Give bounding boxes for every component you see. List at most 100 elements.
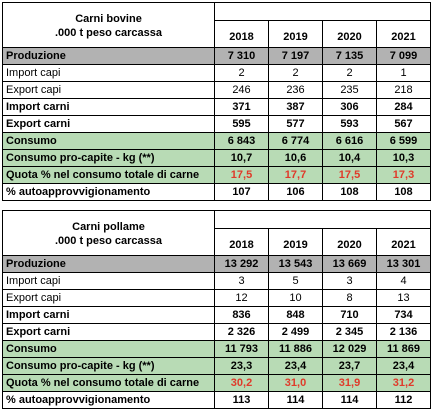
table-title: Carni bovine: [75, 13, 142, 25]
row-value: 17,5: [322, 166, 377, 184]
row-value: 13 669: [322, 255, 377, 273]
year-header: 2018: [214, 20, 269, 48]
row-label: % autoapprovvigionamento: [2, 391, 215, 409]
row-value: 595: [214, 115, 269, 133]
row-value: 5: [268, 272, 323, 290]
row-value: 3: [214, 272, 269, 290]
row-value: 6 599: [376, 132, 431, 150]
table-row-export-capi: Export capi 12 10 8 13: [2, 289, 431, 307]
row-label: Export carni: [2, 115, 215, 133]
row-value: 11 793: [214, 340, 269, 358]
row-value: 10,3: [376, 149, 431, 167]
year-header: 2018: [214, 228, 269, 256]
year-header: 2019: [268, 228, 323, 256]
row-value: 11 869: [376, 340, 431, 358]
row-value: 113: [214, 391, 269, 409]
table-subtitle: .000 t peso carcassa: [54, 27, 163, 39]
row-value: 3: [322, 272, 377, 290]
table-row-consumo-pro-capite: Consumo pro-capite - kg (**) 10,7 10,6 1…: [2, 149, 431, 167]
row-value: 4: [376, 272, 431, 290]
row-label: Export capi: [2, 289, 215, 307]
row-value: 848: [268, 306, 323, 324]
row-value: 10: [268, 289, 323, 307]
row-value: 7 310: [214, 47, 269, 65]
row-label: Export capi: [2, 81, 215, 99]
year-header: 2021: [376, 20, 431, 48]
row-label: Import carni: [2, 98, 215, 116]
year-header: 2021: [376, 228, 431, 256]
row-label: % autoapprovvigionamento: [2, 183, 215, 201]
row-value: 31,9: [322, 374, 377, 392]
row-value: 114: [268, 391, 323, 409]
row-value: 13: [376, 289, 431, 307]
row-value: 108: [376, 183, 431, 201]
table-header-title: Carni bovine .000 t peso carcassa: [2, 2, 215, 48]
header-blank-cell: [214, 210, 431, 229]
row-value: 13 301: [376, 255, 431, 273]
header-blank-cell: [214, 2, 431, 21]
row-value: 593: [322, 115, 377, 133]
row-value: 13 292: [214, 255, 269, 273]
row-value: 387: [268, 98, 323, 116]
row-label: Consumo pro-capite - kg (**): [2, 149, 215, 167]
table-header-title: Carni pollame .000 t peso carcassa: [2, 210, 215, 256]
row-value: 235: [322, 81, 377, 99]
row-value: 114: [322, 391, 377, 409]
row-label: Produzione: [2, 47, 215, 65]
row-value: 7 197: [268, 47, 323, 65]
row-value: 836: [214, 306, 269, 324]
year-header: 2020: [322, 228, 377, 256]
row-value: 13 543: [268, 255, 323, 273]
table-carni-pollame: Carni pollame .000 t peso carcassa 2018 …: [2, 210, 431, 409]
row-value: 17,7: [268, 166, 323, 184]
row-label: Consumo pro-capite - kg (**): [2, 357, 215, 375]
row-value: 23,7: [322, 357, 377, 375]
row-label: Consumo: [2, 132, 215, 150]
table-row-produzione: Produzione 7 310 7 197 7 135 7 099: [2, 47, 431, 65]
table-row-quota: Quota % nel consumo totale di carne 30,2…: [2, 374, 431, 392]
table-row-export-carni: Export carni 595 577 593 567: [2, 115, 431, 133]
table-row-autoapprovvigionamento: % autoapprovvigionamento 113 114 114 112: [2, 391, 431, 409]
row-value: 12 029: [322, 340, 377, 358]
row-value: 23,3: [214, 357, 269, 375]
row-value: 7 135: [322, 47, 377, 65]
row-value: 30,2: [214, 374, 269, 392]
row-value: 23,4: [268, 357, 323, 375]
table-row-export-capi: Export capi 246 236 235 218: [2, 81, 431, 99]
row-label: Quota % nel consumo totale di carne: [2, 374, 215, 392]
table-row-consumo: Consumo 11 793 11 886 12 029 11 869: [2, 340, 431, 358]
row-value: 2 345: [322, 323, 377, 341]
row-value: 106: [268, 183, 323, 201]
year-header: 2020: [322, 20, 377, 48]
row-label: Quota % nel consumo totale di carne: [2, 166, 215, 184]
row-label: Consumo: [2, 340, 215, 358]
row-value: 2: [322, 64, 377, 82]
row-value: 12: [214, 289, 269, 307]
row-value: 10,7: [214, 149, 269, 167]
row-value: 8: [322, 289, 377, 307]
table-row-import-carni: Import carni 836 848 710 734: [2, 306, 431, 324]
table-title: Carni pollame: [72, 221, 145, 233]
row-value: 6 616: [322, 132, 377, 150]
year-header: 2019: [268, 20, 323, 48]
table-row-import-capi: Import capi 2 2 2 1: [2, 64, 431, 82]
table-row-export-carni: Export carni 2 326 2 499 2 345 2 136: [2, 323, 431, 341]
row-value: 11 886: [268, 340, 323, 358]
row-value: 284: [376, 98, 431, 116]
row-value: 371: [214, 98, 269, 116]
table-row-produzione: Produzione 13 292 13 543 13 669 13 301: [2, 255, 431, 273]
row-value: 236: [268, 81, 323, 99]
row-label: Produzione: [2, 255, 215, 273]
row-value: 7 099: [376, 47, 431, 65]
row-label: Import capi: [2, 64, 215, 82]
row-value: 2 499: [268, 323, 323, 341]
row-value: 2 136: [376, 323, 431, 341]
row-value: 246: [214, 81, 269, 99]
table-row-quota: Quota % nel consumo totale di carne 17,5…: [2, 166, 431, 184]
row-value: 31,0: [268, 374, 323, 392]
table-carni-bovine: Carni bovine .000 t peso carcassa 2018 2…: [2, 2, 431, 201]
row-value: 112: [376, 391, 431, 409]
row-value: 31,2: [376, 374, 431, 392]
table-row-autoapprovvigionamento: % autoapprovvigionamento 107 106 108 108: [2, 183, 431, 201]
row-value: 10,6: [268, 149, 323, 167]
